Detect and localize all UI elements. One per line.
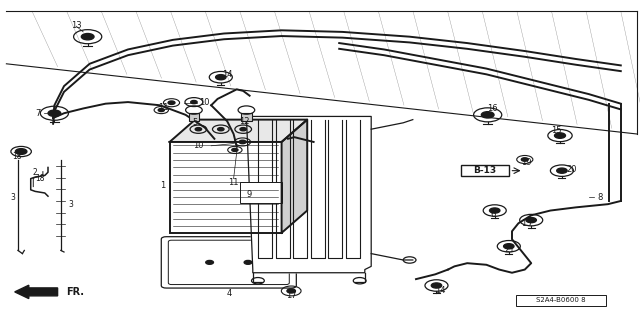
Circle shape — [81, 33, 94, 40]
Bar — [516, 295, 606, 306]
Text: 19: 19 — [521, 158, 531, 167]
Circle shape — [287, 289, 296, 293]
Text: B-13: B-13 — [474, 166, 497, 175]
FancyBboxPatch shape — [161, 237, 296, 288]
Circle shape — [490, 208, 500, 213]
Text: 2: 2 — [33, 168, 38, 177]
Text: 11: 11 — [228, 178, 239, 187]
Text: 14: 14 — [223, 70, 233, 78]
Text: 18: 18 — [36, 174, 45, 183]
Text: 1: 1 — [161, 181, 166, 189]
Text: 5: 5 — [193, 118, 198, 127]
Text: 10: 10 — [193, 141, 204, 150]
Text: 15: 15 — [521, 219, 531, 228]
Circle shape — [191, 100, 197, 104]
Circle shape — [48, 110, 61, 116]
Text: 3: 3 — [68, 200, 73, 209]
Text: 9: 9 — [247, 190, 252, 199]
Text: 20: 20 — [566, 165, 577, 174]
Circle shape — [431, 283, 442, 288]
Polygon shape — [246, 116, 371, 273]
Text: 16: 16 — [488, 104, 498, 113]
Polygon shape — [170, 120, 307, 142]
Circle shape — [15, 149, 27, 154]
Text: 8: 8 — [597, 193, 602, 202]
Circle shape — [526, 218, 536, 223]
Bar — [241, 113, 252, 121]
Circle shape — [232, 148, 238, 152]
Bar — [240, 182, 282, 203]
Polygon shape — [282, 120, 307, 233]
Circle shape — [504, 244, 514, 249]
Circle shape — [557, 168, 567, 173]
Text: 4: 4 — [226, 289, 232, 298]
Text: 10: 10 — [200, 98, 210, 107]
Circle shape — [206, 260, 214, 264]
Text: S2A4-B0600 8: S2A4-B0600 8 — [536, 298, 586, 303]
Circle shape — [195, 128, 202, 131]
Text: 12: 12 — [239, 117, 250, 126]
Text: 11: 11 — [158, 103, 168, 112]
Circle shape — [240, 128, 246, 131]
Bar — [189, 113, 199, 121]
Text: FR.: FR. — [66, 287, 84, 297]
Text: 14: 14 — [435, 286, 445, 295]
Text: 13: 13 — [72, 21, 82, 30]
Circle shape — [481, 112, 494, 118]
Circle shape — [168, 101, 175, 104]
Bar — [461, 165, 509, 176]
Text: 6: 6 — [490, 210, 495, 219]
Circle shape — [244, 260, 252, 264]
Text: 18: 18 — [13, 152, 22, 161]
Circle shape — [554, 133, 566, 138]
Text: 21: 21 — [505, 245, 515, 254]
Text: 7: 7 — [36, 109, 41, 118]
Circle shape — [522, 158, 528, 161]
FancyArrow shape — [15, 285, 58, 299]
Circle shape — [239, 140, 246, 144]
Text: 3: 3 — [10, 193, 15, 202]
Circle shape — [158, 108, 164, 112]
Bar — [170, 142, 282, 233]
Text: 15: 15 — [552, 126, 562, 135]
Circle shape — [216, 75, 226, 80]
Circle shape — [218, 128, 224, 131]
FancyBboxPatch shape — [168, 240, 289, 285]
Text: 17: 17 — [287, 291, 297, 300]
